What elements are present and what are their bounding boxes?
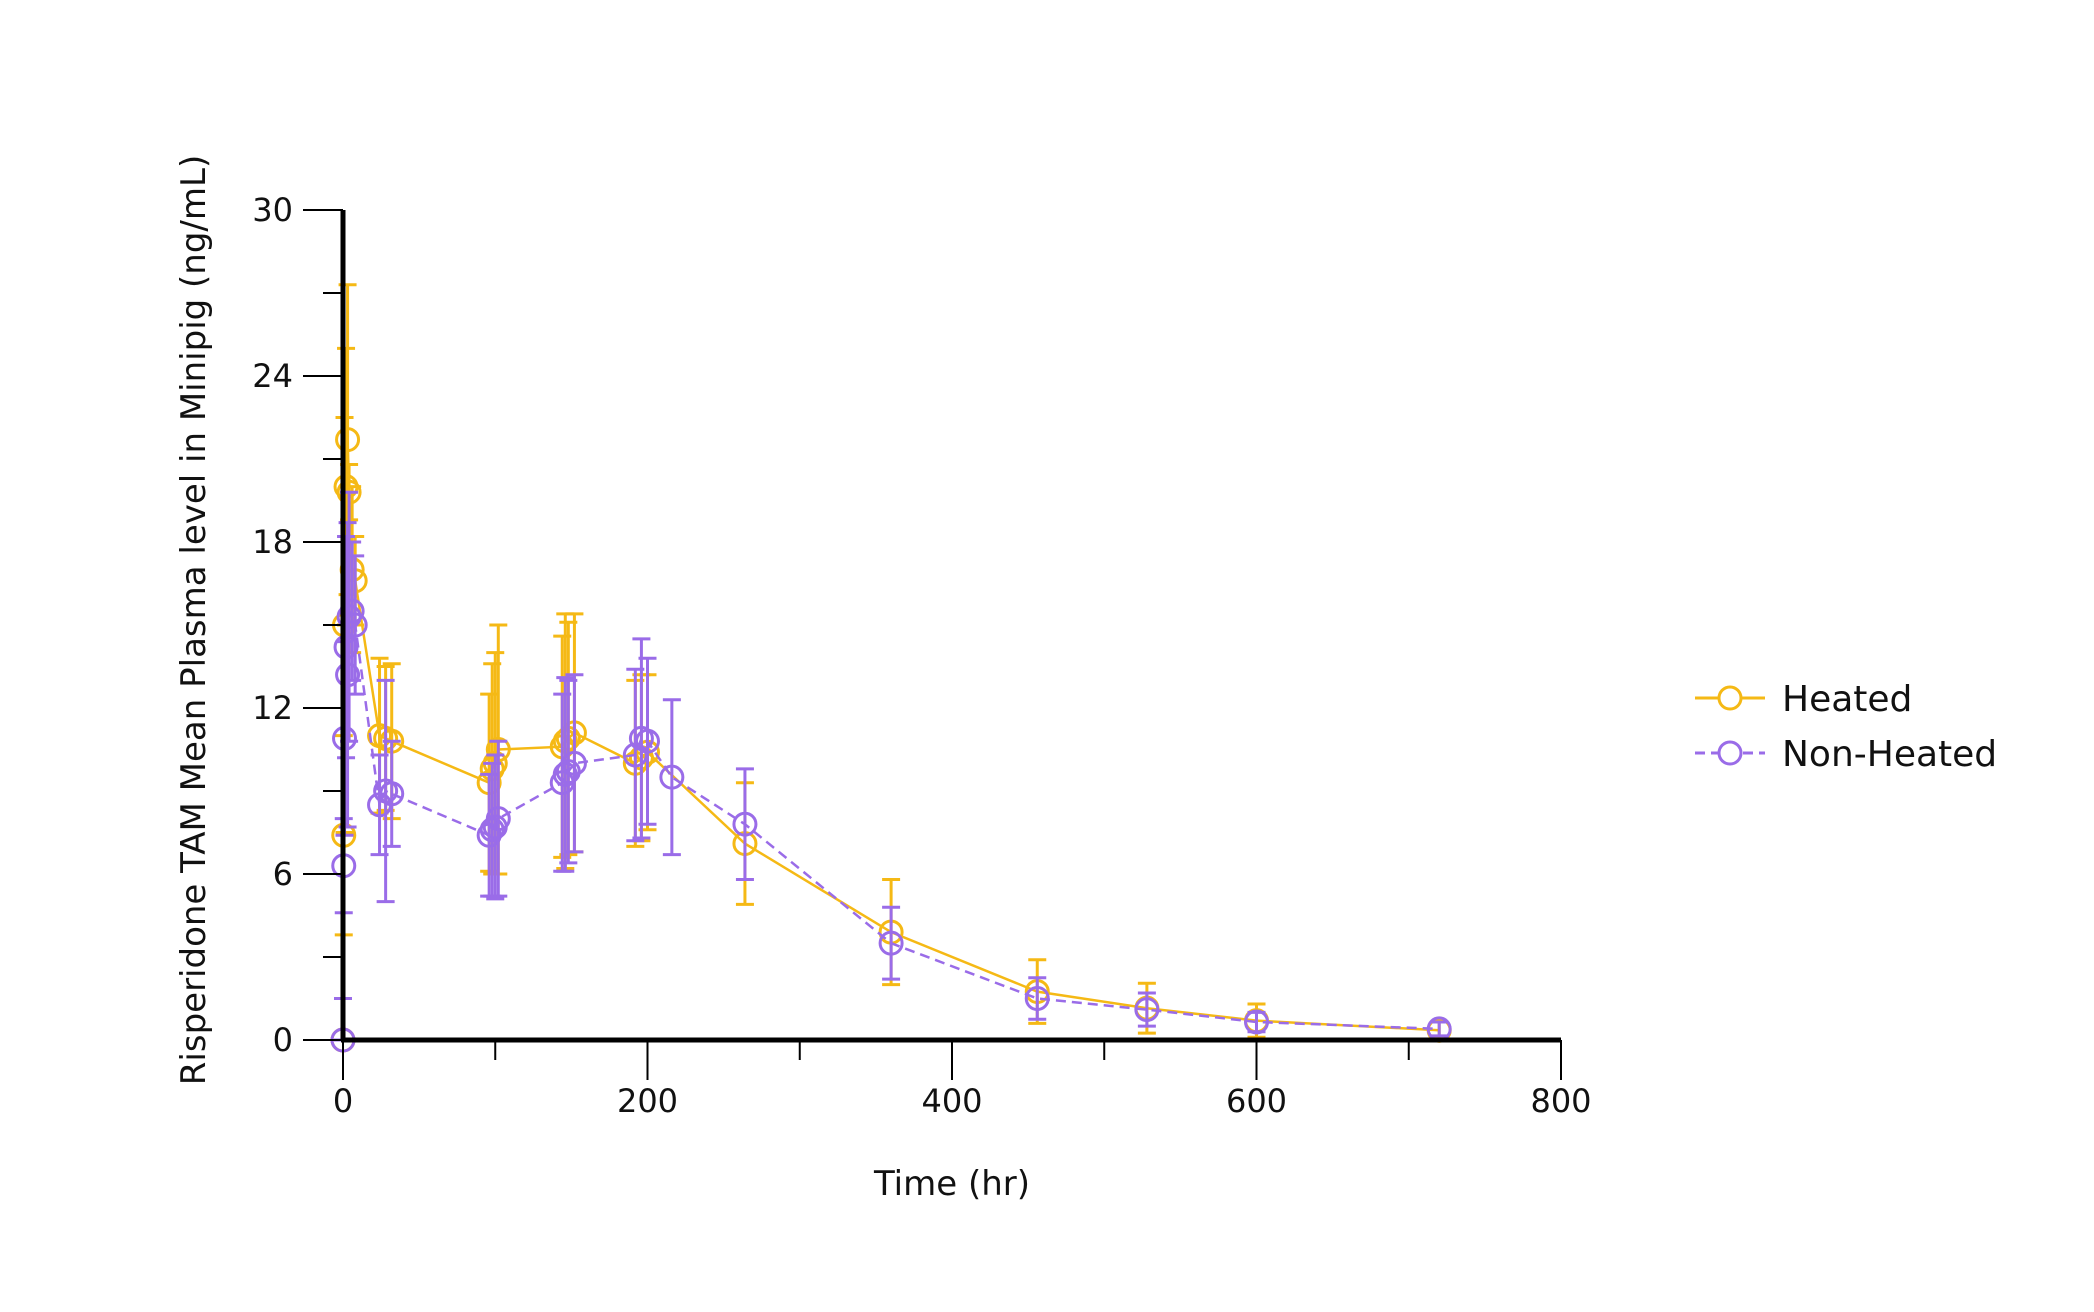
- y-tick-label: 30: [252, 191, 293, 229]
- x-tick-label: 0: [333, 1082, 353, 1120]
- y-tick-label: 0: [273, 1021, 293, 1059]
- data-point-non-heated: [732, 811, 758, 837]
- data-point-non-heated: [1024, 986, 1050, 1011]
- series-line-non-heated: [341, 607, 1440, 1041]
- axes-layer: 0 6 12 18 24 30 0 200 400 600 800: [252, 191, 1591, 1120]
- legend: Heated Non-Heated: [1695, 679, 1997, 775]
- data-point-non-heated: [659, 764, 685, 790]
- data-point-non-heated: [635, 728, 660, 754]
- data-point-non-heated: [333, 634, 359, 660]
- data-point-non-heated: [1134, 997, 1160, 1023]
- data-point-non-heated: [485, 806, 511, 832]
- legend-item-non-heated[interactable]: Non-Heated: [1695, 734, 1997, 775]
- x-tick-label: 400: [921, 1082, 982, 1120]
- data-point-non-heated: [561, 750, 587, 776]
- legend-marker-heated: [1717, 685, 1743, 711]
- y-tick-label: 6: [273, 855, 293, 893]
- x-tick-label: 200: [617, 1082, 678, 1120]
- x-tick-label: 600: [1226, 1082, 1287, 1120]
- y-tick-label: 18: [252, 523, 293, 561]
- y-tick-label: 12: [252, 689, 293, 727]
- series-non-heated: [330, 490, 1452, 1053]
- series-layer: [330, 283, 1452, 1053]
- x-axis-title: Time (hr): [873, 1164, 1030, 1204]
- data-point-heated: [335, 427, 361, 453]
- data-point-non-heated: [379, 781, 405, 807]
- x-tick-label: 800: [1530, 1082, 1591, 1120]
- legend-label-non-heated: Non-Heated: [1782, 734, 1997, 775]
- data-point-non-heated: [622, 742, 648, 768]
- legend-marker-non-heated: [1717, 740, 1743, 766]
- legend-item-heated[interactable]: Heated: [1695, 679, 1912, 720]
- data-point-non-heated: [335, 662, 361, 688]
- legend-label-heated: Heated: [1782, 679, 1912, 720]
- data-point-non-heated: [1244, 1009, 1269, 1035]
- data-point-non-heated: [878, 930, 904, 956]
- y-tick-label: 24: [252, 357, 293, 395]
- y-axis-title: Risperidone TAM Mean Plasma level in Min…: [174, 155, 214, 1085]
